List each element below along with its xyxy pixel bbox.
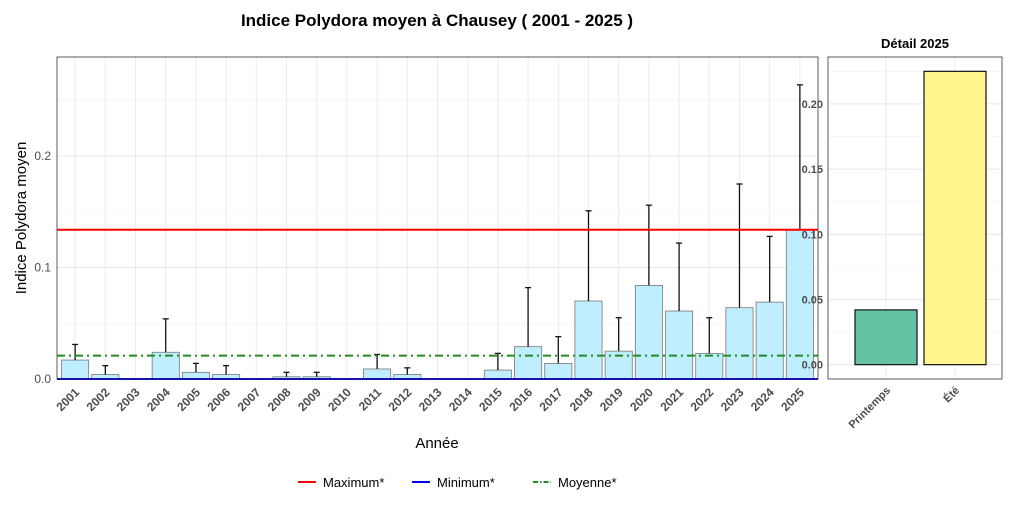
y-tick-label: 0.15: [802, 164, 823, 176]
x-tick-label: 2012: [386, 385, 415, 414]
y-tick-label: 0.00: [802, 360, 823, 372]
bar-2018: [574, 300, 603, 380]
bar-2001: [61, 359, 90, 380]
x-tick-label: 2009: [295, 385, 324, 414]
x-tick-label: 2008: [265, 385, 294, 414]
x-tick-label: 2022: [688, 385, 717, 414]
x-tick-label: 2004: [144, 385, 173, 414]
x-tick-label: 2011: [356, 385, 385, 414]
y-axis-label: Indice Polydora moyen: [13, 142, 30, 295]
y-tick-label: 0.05: [802, 294, 823, 306]
bar-2023: [725, 307, 754, 380]
y-tick-label: 0.0: [34, 372, 51, 386]
x-tick-label: 2023: [718, 385, 747, 414]
bar-2024: [755, 301, 784, 380]
y-tick-label: 0.1: [34, 261, 51, 275]
bar-2021: [665, 310, 694, 380]
x-tick-label: 2019: [597, 385, 626, 414]
bar-Été: [923, 70, 987, 366]
bar-2020: [634, 285, 663, 380]
x-tick-label: 2018: [567, 385, 596, 414]
x-tick-label: 2005: [174, 385, 203, 414]
x-tick-label: 2015: [476, 385, 505, 414]
legend-label: Minimum*: [437, 475, 495, 490]
y-tick-label: 0.20: [802, 99, 823, 111]
x-tick-label: 2024: [748, 385, 777, 414]
x-tick-label: 2021: [657, 385, 686, 414]
bar-2022: [695, 352, 724, 380]
side-plot-border: [827, 56, 1003, 380]
bar-2025: [785, 229, 814, 380]
chart-title: Indice Polydora moyen à Chausey ( 2001 -…: [241, 11, 633, 30]
bar-2005: [181, 371, 210, 380]
x-tick-label: 2013: [416, 385, 445, 414]
x-tick-label: Été: [941, 384, 962, 405]
x-tick-label: 2017: [537, 385, 566, 414]
bar-2016: [514, 346, 543, 380]
y-tick-label: 0.10: [802, 229, 823, 241]
plot-border: [56, 56, 819, 380]
x-axis-label: Année: [415, 435, 458, 452]
x-tick-label: 2020: [627, 385, 656, 414]
x-tick-label: 2014: [446, 385, 475, 414]
x-tick-label: 2003: [114, 385, 143, 414]
bar-Printemps: [854, 309, 918, 366]
bar-2015: [483, 369, 512, 380]
legend-label: Maximum*: [323, 475, 384, 490]
x-tick-label: 2006: [204, 385, 233, 414]
x-tick-label: 2007: [235, 385, 264, 414]
x-tick-label: 2016: [506, 385, 535, 414]
bar-2017: [544, 363, 573, 380]
x-tick-label: Printemps: [847, 385, 894, 432]
bar-2011: [363, 368, 392, 380]
x-tick-label: 2025: [778, 385, 807, 414]
bar-2004: [151, 351, 180, 380]
x-tick-label: 2002: [84, 385, 113, 414]
legend-label: Moyenne*: [558, 475, 617, 490]
y-tick-label: 0.2: [34, 149, 51, 163]
side-chart-title: Détail 2025: [881, 36, 949, 51]
x-tick-label: 2010: [325, 385, 354, 414]
x-tick-label: 2001: [53, 385, 82, 414]
